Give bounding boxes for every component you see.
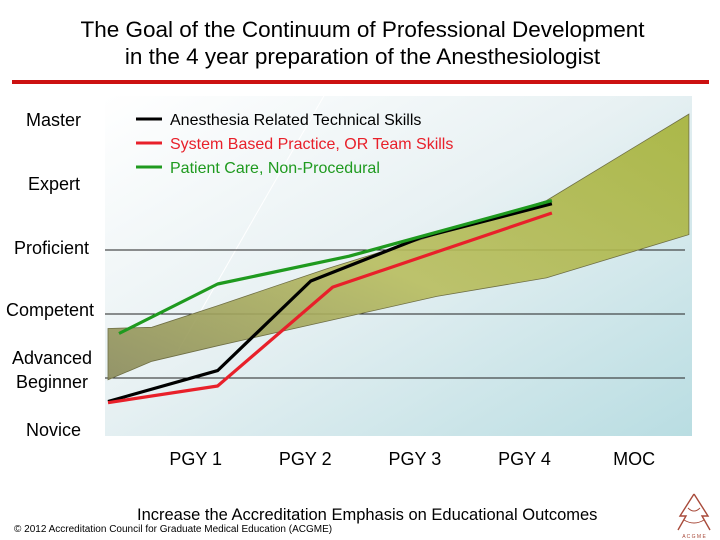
- slide-title: The Goal of the Continuum of Professiona…: [80, 17, 645, 69]
- y-level-label: Advanced Beginner: [12, 348, 93, 392]
- y-level-label: Competent: [6, 300, 95, 320]
- x-tick-label: PGY 1: [169, 449, 222, 469]
- acgme-logo: A C G M E: [677, 493, 711, 540]
- footer-caption: Increase the Accreditation Emphasis on E…: [137, 506, 598, 524]
- title-divider: [12, 80, 709, 84]
- copyright-notice: © 2012 Accreditation Council for Graduat…: [14, 524, 333, 535]
- x-tick-label: PGY 3: [389, 449, 442, 469]
- y-level-label: Proficient: [14, 238, 90, 258]
- legend-label: Patient Care, Non-Procedural: [170, 160, 380, 177]
- legend-label: Anesthesia Related Technical Skills: [170, 112, 421, 129]
- y-level-label: Master: [26, 110, 82, 130]
- x-tick-label: MOC: [613, 449, 655, 469]
- series-line: [118, 199, 553, 335]
- y-level-label: Expert: [28, 174, 81, 194]
- svg-text:A C G M E: A C G M E: [682, 534, 706, 540]
- series-line: [107, 211, 553, 405]
- x-tick-label: PGY 2: [279, 449, 332, 469]
- x-tick-label: PGY 4: [498, 449, 551, 469]
- y-level-label: Novice: [26, 420, 82, 440]
- series-line: [107, 202, 553, 404]
- legend-label: System Based Practice, OR Team Skills: [170, 136, 453, 153]
